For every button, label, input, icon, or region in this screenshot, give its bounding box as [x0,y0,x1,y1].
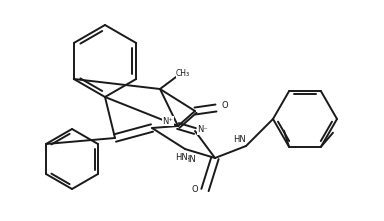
Text: O: O [222,101,228,109]
Text: HN: HN [233,135,245,145]
Text: HN: HN [175,154,187,162]
Text: HN: HN [184,154,196,164]
Text: CH₃: CH₃ [176,69,190,78]
Text: O: O [192,185,198,194]
Text: N⁺: N⁺ [162,116,174,126]
Text: N⁻: N⁻ [198,126,209,135]
